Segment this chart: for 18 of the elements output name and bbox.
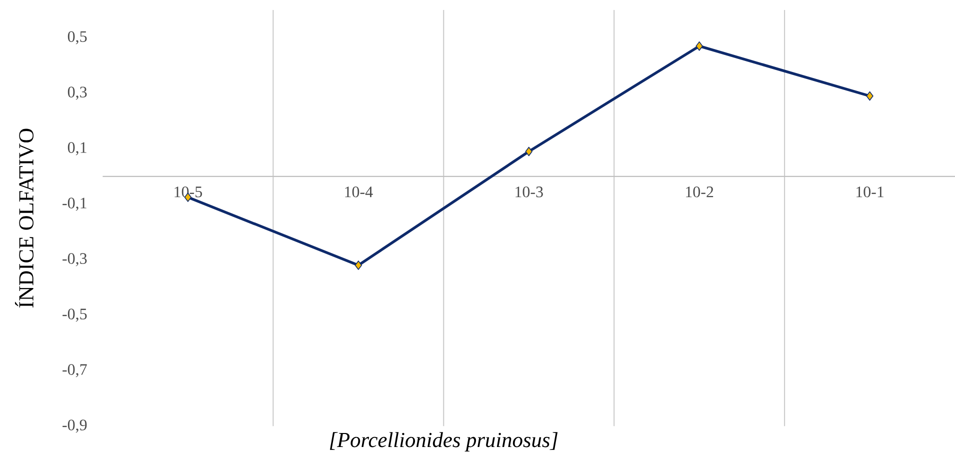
point [696,42,703,51]
y-tick-label: 0,3 [68,86,87,100]
x-tick-label: 10-3 [516,186,543,198]
x-tick-label: 10-2 [686,186,714,198]
y-tick-label: -0,5 [62,308,87,322]
point [866,91,874,101]
y-tick-label: -0,1 [62,198,86,211]
y-tick-label: 0,1 [68,142,86,156]
y-tick-label: -0,9 [62,420,87,433]
x-tick-label: 10-1 [856,186,884,198]
y-tick-label: -0,3 [62,253,87,266]
point [354,260,362,270]
y-axis-title: ÍNDICE OLFATIVO [14,128,34,308]
x-axis-title: [Porcellionides pruinosus] [330,432,558,452]
x-tick-label: 10-4 [345,186,373,198]
y-tick-label: 0,5 [68,31,87,44]
y-tick-label: -0,7 [62,364,87,378]
point [525,146,532,156]
